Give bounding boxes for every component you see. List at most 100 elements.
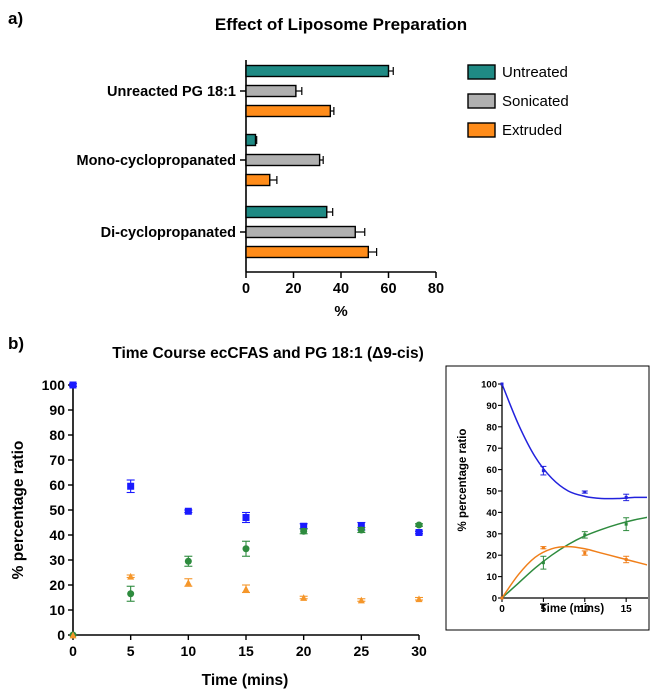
chart-b-point-square <box>415 529 423 536</box>
chart-c-y-tick-label: 70 <box>486 444 497 455</box>
chart-c-y-tick-label: 50 <box>486 487 497 498</box>
bar-sonicated <box>245 225 356 239</box>
legend-label-sonicated: Sonicated <box>502 93 569 110</box>
chart-c-y-tick-label: 60 <box>486 465 497 476</box>
chart-c-point <box>500 382 504 386</box>
panel-label-a: a) <box>8 9 23 28</box>
chart-b-x-tick-label: 25 <box>354 643 370 659</box>
chart-c-y-tick-label: 100 <box>481 380 497 391</box>
chart-b-x-tick-label: 20 <box>296 643 312 659</box>
chart-b-x-tick-label: 15 <box>238 643 254 659</box>
chart-c-x-tick-label: 15 <box>621 604 633 615</box>
chart-a-x-tick-label: 60 <box>380 281 396 297</box>
chart-a-x-tick-label: 40 <box>333 281 349 297</box>
chart-b-y-tick-label: 90 <box>49 402 65 418</box>
chart-b-xlabel: Time (mins) <box>202 672 289 689</box>
chart-b-point-circle <box>300 527 308 535</box>
chart-b-y-tick-label: 40 <box>49 527 65 543</box>
chart-b-ylabel: % percentage ratio <box>10 441 27 580</box>
chart-a-category-label: Mono-cyclopropanated <box>76 153 236 169</box>
chart-a-x-tick-label: 0 <box>242 281 250 297</box>
chart-b-point-triangle <box>357 596 365 604</box>
chart-c-x-tick-label: 5 <box>541 604 547 615</box>
bar-untreated <box>245 64 390 78</box>
chart-b-point-triangle <box>415 595 423 603</box>
chart-b-y-tick-label: 0 <box>57 627 65 643</box>
chart-c-fit-curve <box>502 383 647 500</box>
chart-c-y-tick-label: 40 <box>486 508 497 519</box>
chart-b-x-tick-label: 30 <box>411 643 427 659</box>
chart-c-y-tick-label: 20 <box>486 551 497 562</box>
chart-b-y-tick-label: 80 <box>49 427 65 443</box>
chart-c-point <box>624 495 628 499</box>
chart-b-point-square <box>242 514 250 521</box>
bar-extruded <box>245 104 332 118</box>
panel-label-b: b) <box>8 334 24 353</box>
chart-b-x-tick-label: 0 <box>69 643 77 659</box>
chart-c-point <box>624 557 628 561</box>
bar-extruded <box>245 245 370 259</box>
chart-c-point <box>583 533 587 537</box>
chart-b-point-circle <box>242 545 250 553</box>
chart-c-point <box>583 490 587 494</box>
chart-a-category-label: Di-cyclopropanated <box>101 225 236 241</box>
chart-b-point-circle <box>127 590 135 598</box>
legend-swatch-sonicated <box>467 93 496 109</box>
chart-b-y-tick-label: 50 <box>49 502 65 518</box>
chart-c-point <box>624 522 628 526</box>
chart-c-point <box>541 561 545 565</box>
bar-untreated <box>245 205 328 219</box>
chart-b-x-tick-label: 10 <box>181 643 197 659</box>
chart-c-xlabel: Time (mins) <box>540 603 604 615</box>
chart-c-y-tick-label: 90 <box>486 401 497 412</box>
bar-extruded <box>245 173 271 187</box>
chart-c-y-tick-label: 0 <box>492 594 497 605</box>
chart-b-point-circle <box>357 526 365 534</box>
chart-b-point-triangle <box>127 572 135 580</box>
chart-c-y-tick-label: 30 <box>486 529 497 540</box>
chart-a-title: Effect of Liposome Preparation <box>215 15 467 34</box>
chart-c-fit-curve <box>502 545 647 599</box>
chart-b-point-triangle <box>242 585 250 593</box>
chart-b-point-triangle <box>184 579 192 586</box>
chart-b-title: Time Course ecCFAS and PG 18:1 (Δ9-cis) <box>112 345 423 362</box>
chart-b-y-tick-label: 10 <box>49 602 65 618</box>
chart-a-x-tick-label: 20 <box>285 281 301 297</box>
chart-b-point-square <box>127 482 135 490</box>
chart-a-x-tick-label: 80 <box>428 281 444 297</box>
chart-c-x-tick-label: 0 <box>499 604 505 615</box>
chart-b-x-tick-label: 5 <box>127 643 135 659</box>
legend-swatch-extruded <box>467 122 496 138</box>
liposome-bar-chart: Effect of Liposome Preparation % 0 20 40 60… <box>76 15 568 320</box>
chart-b-point-triangle <box>69 631 77 639</box>
chart-b-y-tick-label: 30 <box>49 552 65 568</box>
chart-b-point-square <box>69 381 77 389</box>
chart-c-point <box>500 596 504 600</box>
bar-untreated <box>245 133 257 147</box>
chart-b-point-circle <box>415 521 423 529</box>
chart-b-y-tick-label: 60 <box>49 477 65 493</box>
inset-fit-chart: Time (mins) % percentage ratio 0 10 20 30 40… <box>445 365 650 631</box>
time-course-scatter-chart: Time Course ecCFAS and PG 18:1 (Δ9-cis) … <box>10 345 427 689</box>
chart-c-point <box>583 551 587 555</box>
chart-b-y-tick-label: 70 <box>49 452 65 468</box>
legend-label-extruded: Extruded <box>502 122 562 139</box>
chart-b-point-triangle <box>300 594 308 601</box>
chart-c-point <box>541 469 545 473</box>
chart-b-point-square <box>357 522 365 530</box>
chart-b-point-square <box>300 522 308 530</box>
chart-b-point-square <box>184 507 192 515</box>
chart-a-category-label: Unreacted PG 18:1 <box>107 84 236 100</box>
chart-b-y-tick-label: 100 <box>42 377 66 393</box>
chart-b-point-circle <box>184 557 192 565</box>
legend-label-untreated: Untreated <box>502 64 568 81</box>
chart-b-y-tick-label: 20 <box>49 577 65 593</box>
chart-a-xlabel: % <box>334 303 347 320</box>
chart-c-fit-curve <box>502 516 647 599</box>
chart-c-y-tick-label: 80 <box>486 422 497 433</box>
chart-c-ylabel: % percentage ratio <box>457 429 469 532</box>
chart-c-point <box>541 546 545 550</box>
inset-frame <box>445 365 650 631</box>
chart-c-x-tick-label: 10 <box>579 604 591 615</box>
